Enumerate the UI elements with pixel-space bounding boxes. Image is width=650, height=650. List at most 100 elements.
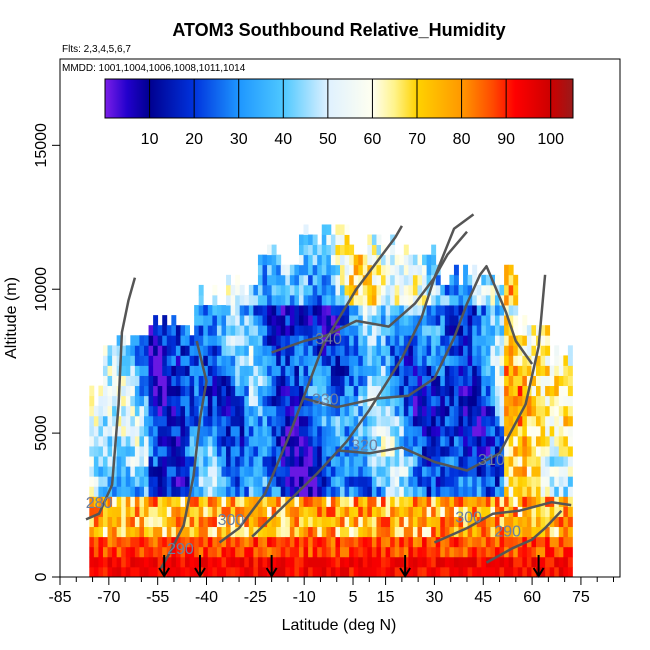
rh-cell bbox=[504, 516, 510, 528]
rh-cell bbox=[148, 546, 154, 558]
rh-cell bbox=[394, 435, 400, 447]
rh-cell bbox=[294, 506, 300, 517]
rh-cell bbox=[221, 345, 227, 356]
contour-label: 290 bbox=[167, 541, 194, 558]
rh-cell bbox=[166, 395, 172, 407]
rh-cell bbox=[485, 294, 491, 306]
rh-cell bbox=[239, 415, 245, 427]
rh-cell bbox=[107, 566, 113, 578]
rh-cell bbox=[89, 506, 95, 517]
rh-cell bbox=[226, 385, 232, 397]
rh-cell bbox=[121, 446, 127, 457]
rh-cell bbox=[476, 315, 482, 326]
x-tick-label: 60 bbox=[523, 589, 541, 606]
rh-cell bbox=[198, 415, 204, 427]
rh-cell bbox=[212, 395, 218, 407]
rh-cell bbox=[435, 526, 441, 538]
rh-cell bbox=[280, 456, 286, 467]
rh-cell bbox=[458, 486, 464, 497]
rh-cell bbox=[221, 446, 227, 457]
rh-cell bbox=[107, 355, 113, 366]
rh-cell bbox=[335, 476, 341, 487]
rh-cell bbox=[426, 254, 432, 266]
rh-cell bbox=[216, 546, 222, 558]
rh-cell bbox=[417, 375, 423, 387]
rh-cell bbox=[166, 355, 172, 366]
rh-cell bbox=[494, 345, 500, 356]
rh-cell bbox=[526, 335, 532, 346]
rh-cell bbox=[490, 385, 496, 397]
rh-cell bbox=[426, 526, 432, 538]
rh-cell bbox=[385, 506, 391, 517]
rh-cell bbox=[422, 395, 428, 407]
rh-cell bbox=[531, 476, 537, 487]
rh-cell bbox=[536, 425, 541, 437]
rh-cell bbox=[107, 466, 113, 477]
rh-cell bbox=[522, 425, 528, 437]
rh-cell bbox=[235, 385, 241, 397]
rh-cell bbox=[139, 405, 145, 417]
rh-cell bbox=[317, 526, 323, 538]
rh-cell bbox=[508, 466, 514, 477]
rh-cell bbox=[349, 395, 355, 407]
rh-cell bbox=[494, 456, 500, 467]
rh-cell bbox=[554, 506, 560, 517]
rh-cell bbox=[230, 315, 236, 326]
rh-cell bbox=[399, 375, 405, 387]
rh-cell bbox=[422, 385, 428, 397]
rh-cell bbox=[321, 486, 327, 497]
rh-cell bbox=[508, 496, 514, 507]
contour-label: 340 bbox=[315, 331, 342, 348]
rh-cell bbox=[198, 315, 204, 326]
rh-cell bbox=[390, 435, 396, 447]
rh-cell bbox=[148, 506, 154, 517]
rh-cell bbox=[130, 526, 136, 538]
rh-cell bbox=[207, 466, 213, 477]
rh-cell bbox=[308, 566, 314, 578]
rh-cell bbox=[376, 516, 382, 528]
rh-cell bbox=[267, 456, 273, 467]
rh-cell bbox=[476, 365, 482, 376]
rh-cell bbox=[458, 536, 464, 548]
rh-cell bbox=[116, 486, 122, 497]
rh-cell bbox=[408, 516, 414, 528]
rh-cell bbox=[435, 415, 441, 427]
rh-cell bbox=[522, 415, 528, 427]
rh-cell bbox=[248, 466, 254, 477]
rh-cell bbox=[312, 456, 318, 467]
rh-cell bbox=[494, 476, 500, 487]
x-tick-label: 45 bbox=[474, 589, 492, 606]
rh-cell bbox=[180, 546, 186, 558]
rh-cell bbox=[408, 526, 414, 538]
rh-cell bbox=[139, 516, 145, 528]
rh-cell bbox=[244, 456, 250, 467]
rh-cell bbox=[130, 546, 136, 558]
rh-cell bbox=[385, 536, 391, 548]
rh-cell bbox=[180, 496, 186, 507]
rh-cell bbox=[162, 466, 168, 477]
rh-cell bbox=[499, 405, 505, 417]
rh-cell bbox=[485, 385, 491, 397]
rh-cell bbox=[198, 345, 204, 356]
rh-cell bbox=[376, 315, 382, 326]
rh-cell bbox=[499, 536, 505, 548]
rh-cell bbox=[189, 335, 195, 346]
rh-cell bbox=[476, 496, 482, 507]
rh-cell bbox=[408, 566, 414, 578]
rh-cell bbox=[93, 466, 99, 477]
rh-cell bbox=[189, 375, 195, 387]
rh-cell bbox=[280, 335, 286, 346]
rh-cell bbox=[513, 405, 519, 417]
rh-cell bbox=[139, 496, 145, 507]
rh-cell bbox=[431, 294, 437, 306]
rh-cell bbox=[326, 254, 332, 266]
rh-cell bbox=[207, 486, 213, 497]
rh-cell bbox=[239, 526, 245, 538]
rh-cell bbox=[93, 496, 99, 507]
rh-cell bbox=[198, 496, 204, 507]
rh-cell bbox=[112, 566, 118, 578]
rh-cell bbox=[166, 566, 172, 578]
rh-cell bbox=[422, 446, 428, 457]
rh-cell bbox=[426, 294, 432, 306]
rh-cell bbox=[554, 536, 560, 548]
